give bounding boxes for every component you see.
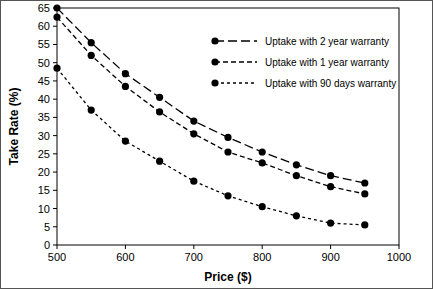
y-tick-label: 25 [38,148,50,160]
outer-border [1,1,433,289]
x-tick [125,245,126,249]
x-tick-label: 600 [116,251,134,263]
y-tick-label: 30 [38,130,50,142]
series-marker [190,130,197,137]
series-marker [293,161,300,168]
series-marker [224,148,231,155]
series-marker [53,14,60,21]
y-tick [53,208,57,209]
series-marker [156,108,163,115]
series-marker [53,65,60,72]
series-marker [224,134,231,141]
y-tick-label: 50 [38,57,50,69]
series-marker [122,137,129,144]
y-tick [53,80,57,81]
y-tick [53,153,57,154]
series-line [57,68,365,225]
series-marker [293,212,300,219]
y-tick-label: 60 [38,20,50,32]
y-tick [53,245,57,246]
y-tick [53,172,57,173]
legend-marker [211,79,218,86]
x-tick [193,245,194,249]
x-tick-label: 800 [253,251,271,263]
x-tick [57,245,58,249]
y-tick-label: 35 [38,111,50,123]
series-marker [224,192,231,199]
x-tick [399,245,400,249]
series-marker [156,94,163,101]
series-marker [122,83,129,90]
x-tick-label: 1000 [387,251,411,263]
y-tick [53,226,57,227]
x-tick-label: 500 [48,251,66,263]
x-tick [330,245,331,249]
y-tick [53,62,57,63]
series-marker [190,117,197,124]
series-marker [53,4,60,11]
x-axis-label: Price ($) [204,270,251,284]
series-marker [88,106,95,113]
series-marker [259,159,266,166]
series-marker [156,158,163,165]
x-tick-label: 700 [185,251,203,263]
y-tick [53,99,57,100]
series-marker [361,190,368,197]
y-tick-label: 5 [44,221,50,233]
y-tick [53,26,57,27]
series-marker [190,178,197,185]
legend-label: Uptake with 90 days warranty [265,78,396,89]
y-tick [53,190,57,191]
y-tick [53,44,57,45]
series-marker [88,39,95,46]
series-marker [259,148,266,155]
y-tick [53,117,57,118]
y-tick [53,135,57,136]
y-tick-label: 20 [38,166,50,178]
series-marker [259,203,266,210]
y-tick-label: 10 [38,203,50,215]
y-tick-label: 55 [38,38,50,50]
y-tick-label: 40 [38,93,50,105]
series-marker [327,172,334,179]
y-tick-label: 65 [38,2,50,14]
series-marker [88,52,95,59]
legend-line [215,61,257,62]
series-marker [327,183,334,190]
series-line [57,8,365,183]
plot-frame [57,8,399,245]
legend-marker [211,37,218,44]
series-marker [361,179,368,186]
y-axis-label: Take Rate (%) [7,88,21,166]
legend-label: Uptake with 2 year warranty [265,36,389,47]
series-marker [122,70,129,77]
legend-line [215,82,257,83]
y-tick-label: 45 [38,75,50,87]
legend: Uptake with 2 year warranty Uptake with 1… [211,36,396,89]
legend-label: Uptake with 1 year warranty [265,57,389,68]
series-marker [327,220,334,227]
y-tick-label: 15 [38,184,50,196]
x-tick [262,245,263,249]
series-marker [293,172,300,179]
chart: 0 5 10 15 20 25 30 35 40 45 50 55 60 65 500 600 700 800 90… [0,0,433,289]
y-tick-label: 0 [44,239,50,251]
series-marker [361,221,368,228]
x-tick-label: 900 [321,251,339,263]
legend-marker [211,58,218,65]
legend-line [215,40,257,41]
